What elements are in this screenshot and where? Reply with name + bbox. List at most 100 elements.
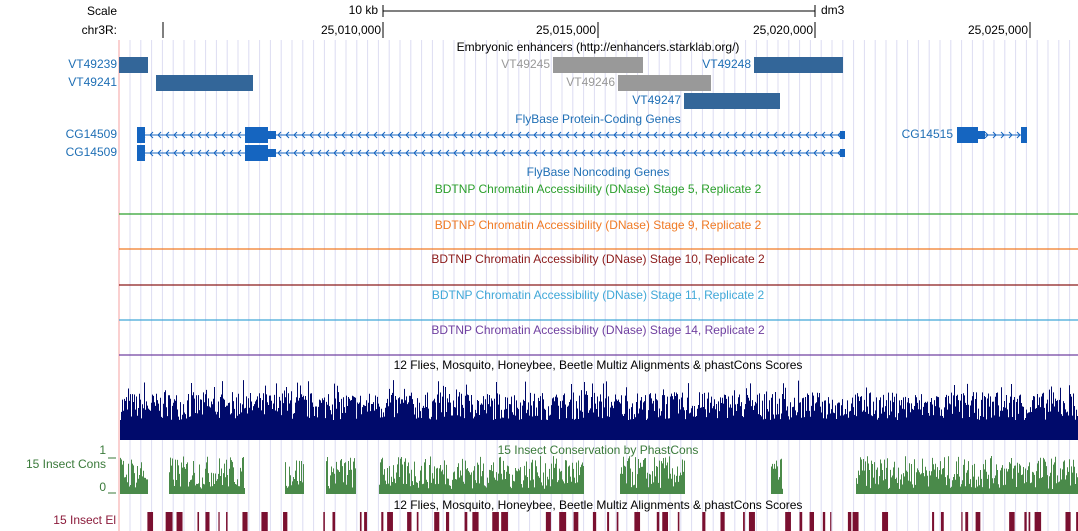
conserved-element: [226, 512, 228, 531]
conserved-element: [261, 512, 268, 531]
track-title: BDTNP Chromatin Accessibility (DNase) St…: [431, 323, 765, 337]
conserved-element: [743, 512, 745, 531]
conserved-element: [1076, 512, 1078, 531]
scale-max: 1: [99, 443, 106, 457]
conserved-element: [1065, 512, 1071, 531]
conserved-element: [381, 512, 384, 531]
exon: [245, 127, 268, 143]
track-title: BDTNP Chromatin Accessibility (DNase) St…: [435, 218, 762, 232]
track-side-label: 15 Insect Cons: [26, 457, 106, 471]
phastcons-wiggle: [120, 456, 1078, 494]
conserved-element: [965, 512, 969, 531]
multiz-wiggle: [120, 380, 1078, 440]
conserved-element: [830, 512, 832, 531]
exon: [840, 149, 845, 157]
conserved-element: [501, 512, 508, 531]
scale-min: 0: [99, 480, 106, 494]
conserved-element: [1028, 512, 1031, 531]
conserved-element: [616, 512, 619, 531]
conserved-element: [364, 512, 367, 531]
conserved-element: [147, 512, 154, 531]
enhancer: [156, 75, 253, 91]
conserved-element: [1034, 512, 1042, 531]
conserved-element: [940, 512, 944, 531]
track-title: BDTNP Chromatin Accessibility (DNase) St…: [435, 182, 762, 196]
conserved-element: [882, 512, 889, 531]
conserved-element: [242, 512, 248, 531]
conserved-element: [332, 512, 336, 531]
exon: [978, 131, 985, 139]
enhancer: [553, 57, 643, 73]
conserved-element: [720, 512, 725, 531]
track-title: BDTNP Chromatin Accessibility (DNase) St…: [431, 252, 765, 266]
gene-label: CG14509: [66, 145, 118, 159]
conserved-element: [559, 512, 567, 531]
enhancer-label: VT49248: [702, 57, 751, 71]
exon: [268, 149, 276, 157]
conserved-element: [218, 512, 220, 531]
ruler-label: 25,025,000: [968, 23, 1028, 37]
track-title: 15 Insect Conservation by PhastCons: [498, 443, 699, 457]
conserved-element: [809, 512, 815, 531]
exon: [137, 145, 145, 161]
enhancer: [684, 93, 780, 109]
track-title: FlyBase Protein-Coding Genes: [515, 112, 680, 126]
enhancer-label: VT49239: [68, 57, 117, 71]
conserved-element: [634, 512, 641, 531]
exon: [957, 127, 978, 143]
conserved-element: [197, 512, 200, 531]
conserved-element: [799, 512, 803, 531]
conserved-element: [492, 512, 499, 531]
track-title: BDTNP Chromatin Accessibility (DNase) St…: [432, 288, 765, 302]
exon: [840, 131, 845, 139]
enhancer-label: VT49245: [501, 57, 550, 71]
conserved-element: [702, 512, 706, 531]
enhancer-label: VT49246: [566, 75, 615, 89]
conserved-element: [662, 512, 669, 531]
ruler-label: 25,020,000: [753, 23, 813, 37]
conserved-element: [323, 512, 325, 531]
conserved-element: [283, 512, 288, 531]
conserved-element: [847, 512, 852, 531]
enhancer-label: VT49241: [68, 75, 117, 89]
track-title: 12 Flies, Mosquito, Honeybee, Beetle Mul…: [394, 358, 803, 372]
conserved-element: [1009, 512, 1015, 531]
ruler-label: 25,015,000: [536, 23, 596, 37]
conserved-element: [852, 512, 859, 531]
conserved-element: [359, 512, 362, 531]
track-side-label: 15 Insect El: [53, 513, 116, 527]
conserved-element: [545, 512, 551, 531]
conserved-element: [592, 512, 597, 531]
conserved-element: [822, 512, 826, 531]
conserved-element: [607, 512, 610, 531]
track-title: 12 Flies, Mosquito, Honeybee, Beetle Mul…: [394, 498, 803, 512]
conserved-element: [748, 512, 755, 531]
ruler-label: 25,010,000: [321, 23, 381, 37]
enhancer: [618, 75, 711, 91]
conserved-element: [472, 512, 479, 531]
conserved-element: [656, 512, 660, 531]
chrom-label: chr3R:: [82, 23, 117, 37]
conserved-element: [573, 512, 579, 531]
conserved-element: [387, 512, 393, 531]
conserved-element: [677, 512, 680, 531]
conserved-element: [1024, 512, 1027, 531]
exon: [245, 145, 268, 161]
conserved-element: [445, 512, 450, 531]
assembly: dm3: [821, 3, 845, 17]
conserved-element: [464, 512, 468, 531]
gene-label: CG14509: [66, 127, 118, 141]
conserved-element: [961, 512, 963, 531]
scale-size: 10 kb: [349, 3, 379, 17]
gene-label: CG14515: [902, 127, 954, 141]
conserved-element: [407, 512, 412, 531]
conserved-element: [975, 512, 981, 531]
conserved-element: [205, 512, 210, 531]
conserved-element: [785, 512, 791, 531]
conserved-element: [165, 512, 173, 531]
track-title: Embryonic enhancers (http://enhancers.st…: [457, 40, 740, 54]
enhancer: [754, 57, 843, 73]
exon: [137, 127, 145, 143]
track-title: FlyBase Noncoding Genes: [527, 165, 670, 179]
